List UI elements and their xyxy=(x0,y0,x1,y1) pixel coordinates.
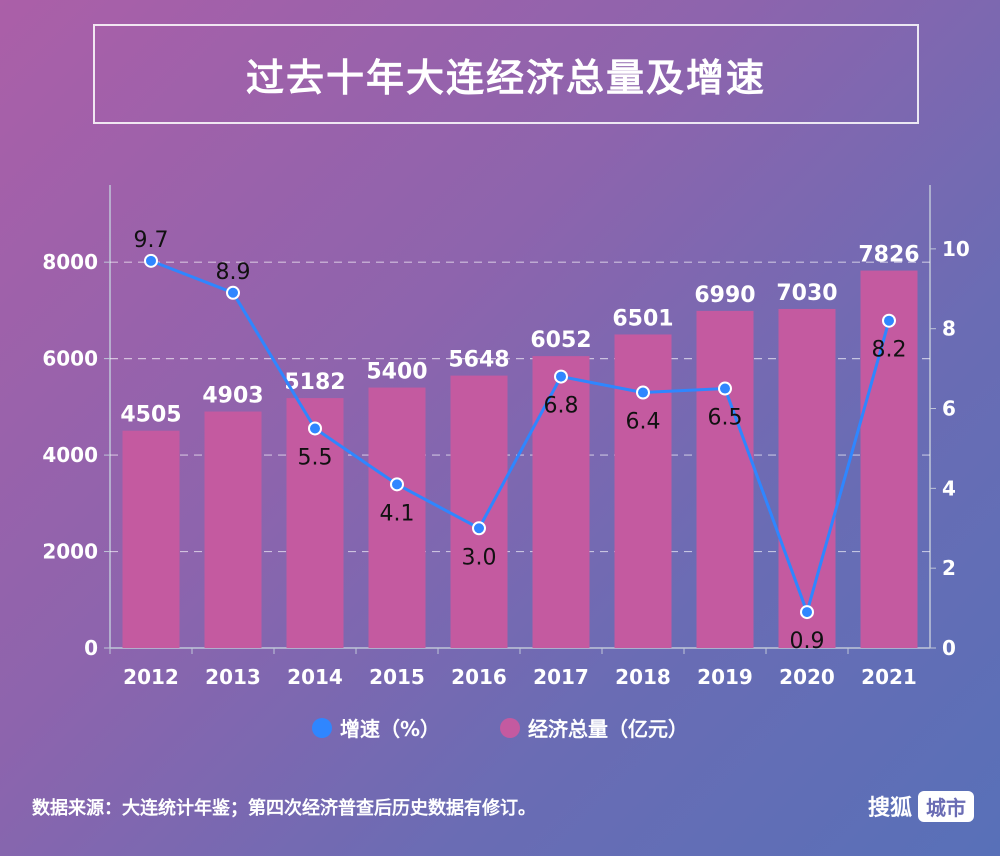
x-tick-label: 2018 xyxy=(615,665,671,689)
growth-value-label: 6.8 xyxy=(544,394,579,419)
bar xyxy=(286,398,344,648)
logo-box: 城市 xyxy=(918,790,974,822)
bar xyxy=(122,430,180,648)
bar xyxy=(778,308,836,648)
growth-point xyxy=(390,477,404,492)
legend-growth-dot-icon xyxy=(311,717,332,738)
x-tick-label: 2015 xyxy=(369,665,425,689)
bar-value-label: 7030 xyxy=(776,281,837,306)
x-tick-label: 2012 xyxy=(123,665,179,689)
bar xyxy=(696,310,754,648)
growth-point xyxy=(636,385,650,400)
legend-item-growth[interactable]: 增速（%） xyxy=(311,713,441,742)
bar-value-label: 7826 xyxy=(858,243,919,268)
y-tick-label-left: 6000 xyxy=(42,347,98,371)
bar xyxy=(204,411,262,648)
bar-value-label: 5648 xyxy=(448,348,509,373)
bar-value-label: 6052 xyxy=(530,328,591,353)
growth-value-label: 4.1 xyxy=(380,501,415,526)
x-tick-label: 2013 xyxy=(205,665,261,689)
growth-point xyxy=(882,313,896,328)
growth-value-label: 5.5 xyxy=(298,445,333,470)
legend-total-dot-icon xyxy=(500,717,521,738)
x-tick-label: 2017 xyxy=(533,665,589,689)
bar xyxy=(532,356,590,648)
growth-value-label: 6.5 xyxy=(708,406,743,431)
growth-point xyxy=(554,369,568,384)
logo: 搜狐 城市 xyxy=(868,790,974,822)
legend-growth-label: 增速（%） xyxy=(339,717,441,741)
bar-value-label: 6990 xyxy=(694,283,755,308)
y-tick-label-right: 4 xyxy=(942,476,956,500)
growth-point xyxy=(308,421,322,436)
growth-point xyxy=(144,253,158,268)
bar xyxy=(614,334,672,648)
y-tick-label-left: 0 xyxy=(84,636,98,660)
legend-item-total[interactable]: 经济总量（亿元） xyxy=(500,713,688,742)
growth-point xyxy=(718,381,732,396)
y-tick-label-left: 8000 xyxy=(42,250,98,274)
bar-value-label: 5182 xyxy=(284,370,345,395)
x-tick-label: 2021 xyxy=(861,665,917,689)
bar xyxy=(450,375,508,648)
chart-title: 过去十年大连经济总量及增速 xyxy=(245,55,766,100)
y-tick-label-left: 2000 xyxy=(42,540,98,564)
y-tick-label-right: 8 xyxy=(942,317,956,341)
y-tick-label-left: 4000 xyxy=(42,443,98,467)
x-tick-label: 2016 xyxy=(451,665,507,689)
logo-text: 搜狐 xyxy=(867,796,912,821)
growth-value-label: 3.0 xyxy=(462,545,497,570)
bar xyxy=(860,270,918,648)
x-tick-label: 2014 xyxy=(287,665,343,689)
growth-value-label: 6.4 xyxy=(626,410,661,435)
growth-point xyxy=(226,285,240,300)
bar xyxy=(368,387,426,648)
y-tick-label-right: 2 xyxy=(942,556,956,580)
bar-value-label: 4903 xyxy=(202,384,263,409)
growth-value-label: 8.2 xyxy=(872,338,907,363)
bar-value-label: 5400 xyxy=(366,360,427,385)
y-tick-label-right: 0 xyxy=(942,636,956,660)
growth-line xyxy=(150,259,891,617)
growth-point xyxy=(472,521,486,536)
x-tick-label: 2020 xyxy=(779,665,835,689)
source-note: 数据来源：大连统计年鉴；第四次经济普查后历史数据有修订。 xyxy=(32,798,536,819)
y-tick-label-right: 10 xyxy=(942,237,970,261)
y-tick-label-right: 6 xyxy=(942,397,956,421)
legend: 增速（%） 经济总量（亿元） xyxy=(0,713,1000,742)
bar-value-label: 4505 xyxy=(120,403,181,428)
bar-value-label: 6501 xyxy=(612,306,673,331)
x-tick-label: 2019 xyxy=(697,665,753,689)
legend-total-label: 经济总量（亿元） xyxy=(528,717,689,741)
title-box: 过去十年大连经济总量及增速 xyxy=(93,24,919,124)
growth-value-label: 9.7 xyxy=(134,228,169,253)
growth-value-label: 0.9 xyxy=(790,629,825,654)
growth-value-label: 8.9 xyxy=(216,260,251,285)
growth-point xyxy=(800,605,814,620)
